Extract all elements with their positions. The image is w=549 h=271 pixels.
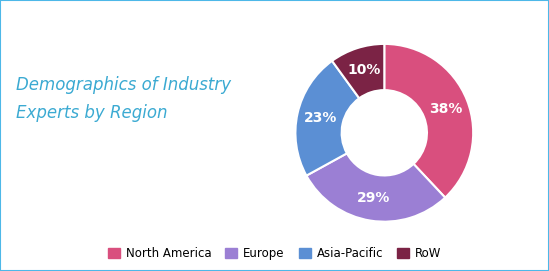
Text: 29%: 29% [357, 191, 391, 205]
Wedge shape [332, 44, 384, 98]
Text: 38%: 38% [429, 102, 462, 115]
Wedge shape [295, 61, 359, 176]
Text: 23%: 23% [304, 111, 337, 125]
Text: Demographics of Industry
Experts by Region: Demographics of Industry Experts by Regi… [16, 76, 232, 122]
Wedge shape [306, 153, 445, 222]
Text: 10%: 10% [348, 63, 380, 77]
Legend: North America, Europe, Asia-Pacific, RoW: North America, Europe, Asia-Pacific, RoW [103, 243, 446, 265]
Wedge shape [384, 44, 473, 198]
